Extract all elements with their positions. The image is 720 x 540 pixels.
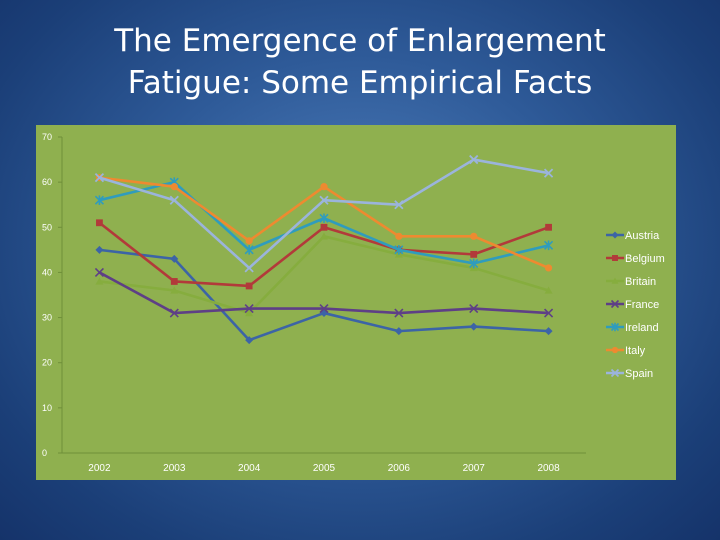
y-tick-label: 20	[42, 358, 52, 368]
chart-background	[36, 125, 676, 480]
data-point	[94, 195, 104, 205]
data-point	[244, 303, 254, 314]
data-point	[320, 223, 328, 231]
data-point	[545, 223, 552, 231]
data-point	[544, 264, 553, 272]
data-point	[611, 346, 619, 354]
y-tick-label: 50	[42, 222, 52, 232]
y-tick-label: 60	[42, 177, 52, 187]
data-point	[244, 263, 254, 273]
legend-label: Italy	[625, 345, 646, 357]
data-point	[319, 303, 329, 314]
data-point	[170, 183, 178, 191]
legend-label: Austria	[625, 230, 660, 242]
data-point	[319, 213, 329, 224]
data-point	[394, 327, 403, 336]
data-point	[395, 232, 403, 240]
legend-item: Spain	[606, 368, 653, 380]
data-point	[245, 237, 253, 245]
data-point	[96, 219, 103, 227]
data-point	[610, 368, 620, 378]
y-tick-label: 0	[42, 448, 47, 458]
series-spain	[94, 154, 554, 273]
x-tick-label: 2003	[163, 463, 186, 474]
data-point	[469, 303, 479, 314]
data-point	[612, 255, 618, 261]
data-point	[94, 172, 105, 183]
x-tick-label: 2005	[313, 463, 336, 474]
x-tick-label: 2008	[537, 463, 560, 474]
y-tick-label: 70	[42, 132, 52, 142]
legend: Austria Belgium Britain France Ireland Italy S…	[606, 230, 665, 380]
y-tick-label: 10	[42, 403, 52, 413]
legend-label: France	[625, 299, 659, 311]
legend-label: Belgium	[625, 253, 665, 265]
data-point	[394, 200, 404, 210]
x-tick-label: 2002	[88, 463, 111, 474]
data-point	[170, 254, 179, 263]
data-point	[469, 154, 479, 165]
data-point	[469, 258, 479, 269]
series-france	[94, 267, 554, 318]
data-point	[95, 245, 104, 254]
data-point	[245, 309, 254, 317]
legend-item: Ireland	[606, 322, 659, 334]
legend-item: Italy	[606, 345, 646, 357]
x-axis: 2002 2003 2004 2005 2006 2007 2008	[62, 452, 586, 474]
data-point	[394, 308, 404, 318]
slide-title-line-1: The Emergence of Enlargement	[114, 23, 606, 59]
y-tick-label: 30	[42, 313, 52, 323]
data-point	[470, 232, 478, 240]
data-point	[610, 322, 620, 332]
legend-item: Belgium	[606, 253, 665, 265]
x-tick-label: 2004	[238, 463, 261, 474]
legend-item: Austria	[606, 230, 660, 242]
data-point	[611, 277, 619, 284]
data-point	[320, 183, 328, 191]
x-tick-label: 2006	[388, 463, 411, 474]
data-point	[319, 195, 329, 205]
data-point	[544, 308, 554, 318]
series-layer	[94, 154, 554, 345]
data-point	[544, 327, 553, 336]
data-point	[611, 231, 619, 239]
data-point	[94, 267, 104, 277]
data-point	[543, 168, 554, 178]
series-austria	[95, 245, 553, 345]
x-tick-label: 2007	[463, 463, 486, 474]
legend-item: France	[606, 299, 659, 311]
data-point	[95, 277, 104, 285]
slide-title-line-2: Fatigue: Some Empirical Facts	[127, 65, 593, 101]
y-tick-label: 40	[42, 267, 52, 277]
data-point	[245, 282, 253, 290]
data-point	[169, 195, 179, 205]
data-point	[170, 286, 179, 294]
legend-label: Ireland	[625, 322, 659, 334]
data-point	[470, 250, 478, 258]
data-point	[394, 245, 404, 255]
data-point	[320, 232, 328, 240]
data-point	[544, 286, 553, 294]
legend-item: Britain	[606, 276, 656, 288]
legend-label: Britain	[625, 276, 656, 288]
y-axis: 0 10 20 30 40 50 60 70	[42, 132, 63, 458]
data-point	[245, 336, 254, 345]
series-ireland	[94, 177, 554, 269]
data-point	[169, 308, 179, 318]
data-point	[544, 240, 554, 251]
data-point	[170, 278, 178, 285]
data-point	[244, 245, 254, 255]
slide-title: The Emergence of Enlargement Fatigue: So…	[60, 20, 660, 104]
legend-label: Spain	[625, 368, 653, 380]
data-point	[469, 322, 478, 331]
data-point	[610, 299, 620, 309]
